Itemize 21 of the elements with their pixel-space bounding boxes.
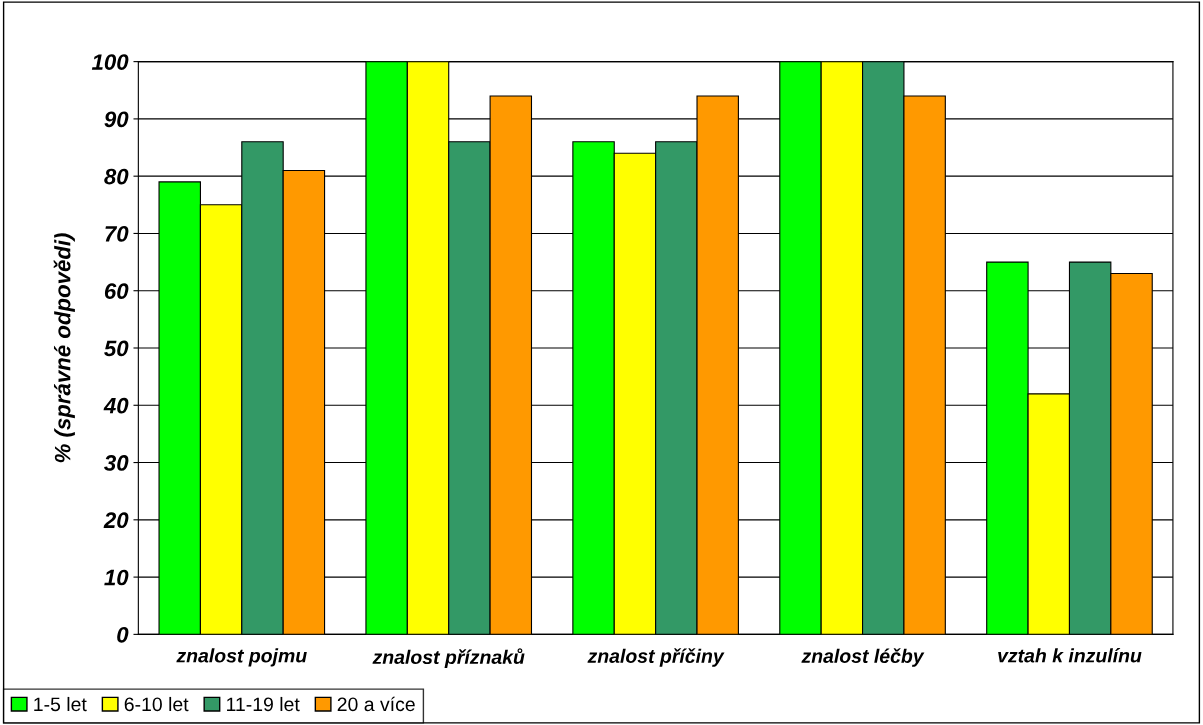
legend-label: 1-5 let: [34, 696, 87, 712]
x-tick-label: znalost léčby: [801, 648, 925, 667]
y-tick-label: 30: [104, 455, 129, 471]
y-tick-label: 40: [103, 397, 129, 414]
y-tick-label: 0: [117, 626, 129, 643]
y-tick-label: 60: [104, 283, 129, 299]
y-tick-label: 10: [104, 569, 129, 586]
legend-label: 20 a více: [337, 696, 415, 712]
x-tick-label: vztah k inzulínu: [998, 648, 1142, 663]
y-tick-label: 20: [103, 512, 129, 529]
legend-label: 6-10 let: [124, 696, 189, 712]
y-axis-title: % (správné odpovědi): [53, 233, 75, 463]
x-tick-label: znalost pojmu: [176, 648, 307, 667]
x-tick-label: znalost příčiny: [587, 648, 725, 667]
y-tick-label: 70: [105, 225, 129, 242]
y-tick-label: 100: [91, 54, 129, 70]
y-tick-label: 50: [104, 340, 129, 357]
x-tick-label: znalost příznaků: [372, 648, 525, 668]
legend-label: 11-19 let: [227, 696, 300, 712]
y-tick-label: 90: [104, 111, 129, 128]
y-tick-label: 80: [104, 168, 129, 185]
